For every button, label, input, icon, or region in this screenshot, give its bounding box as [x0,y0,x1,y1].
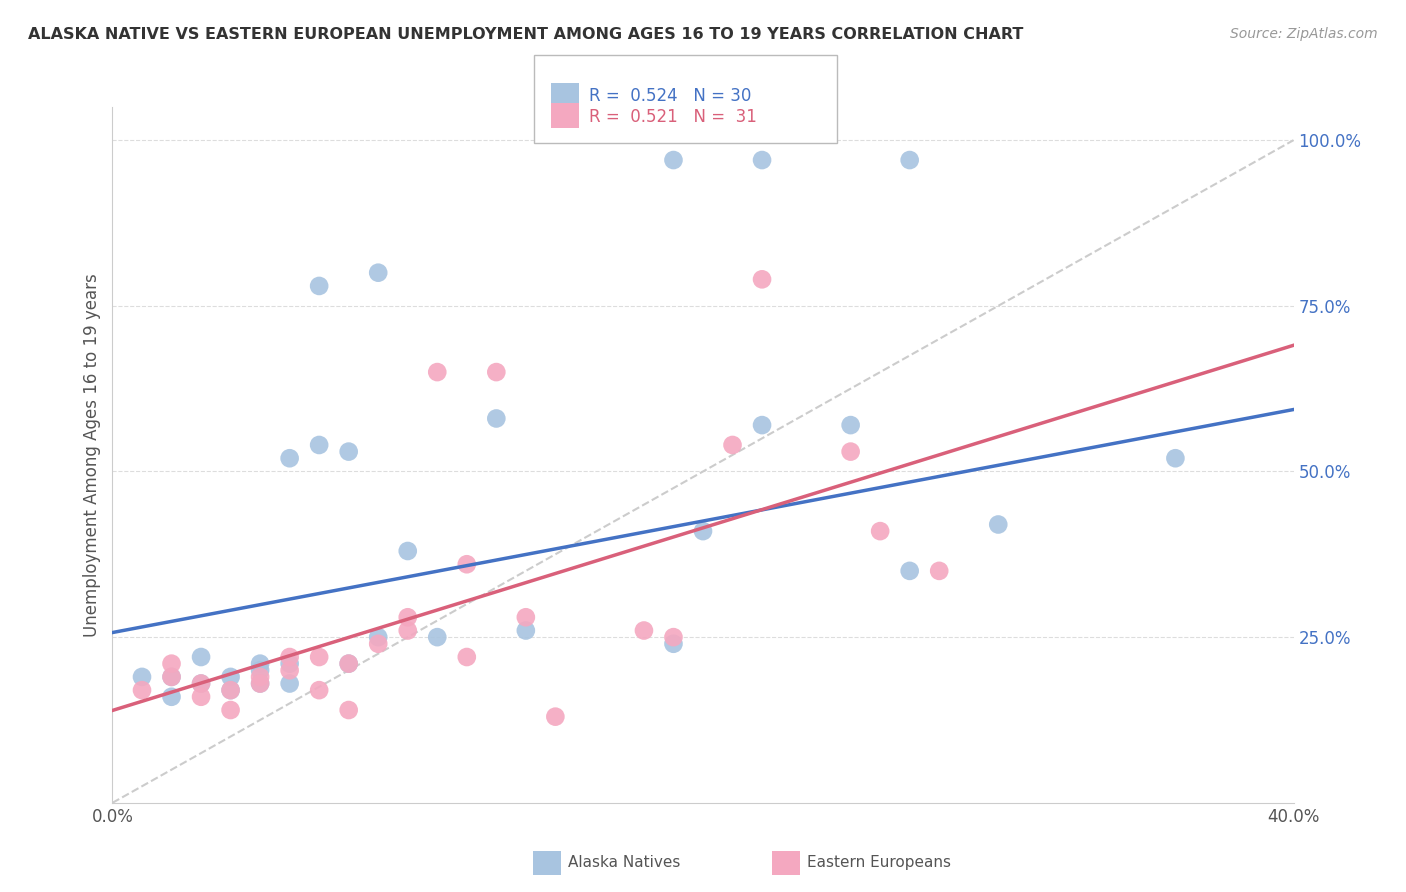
Point [249,663,271,677]
Point [219,703,242,717]
Text: R =  0.521   N =  31: R = 0.521 N = 31 [589,108,756,126]
Point [190,676,212,690]
Point [426,630,449,644]
Point [544,709,567,723]
Point [1164,451,1187,466]
Point [308,650,330,665]
Point [249,676,271,690]
Point [898,564,921,578]
Point [160,690,183,704]
Point [485,411,508,425]
Point [278,650,301,665]
Point [456,650,478,665]
Point [456,558,478,572]
Point [396,624,419,638]
Point [337,657,360,671]
Point [131,683,153,698]
Point [249,676,271,690]
Point [515,624,537,638]
Text: Source: ZipAtlas.com: Source: ZipAtlas.com [1230,27,1378,41]
Text: Eastern Europeans: Eastern Europeans [807,855,950,870]
Point [219,670,242,684]
Point [751,272,773,286]
Point [485,365,508,379]
Point [131,670,153,684]
Point [515,610,537,624]
Point [987,517,1010,532]
Point [898,153,921,167]
Point [367,630,389,644]
Point [721,438,744,452]
Point [249,657,271,671]
Point [662,630,685,644]
Point [367,637,389,651]
Point [839,444,862,458]
Point [662,637,685,651]
Point [160,657,183,671]
Point [633,624,655,638]
Point [426,365,449,379]
Point [308,438,330,452]
Point [337,444,360,458]
Point [249,670,271,684]
Point [396,544,419,558]
Text: ALASKA NATIVE VS EASTERN EUROPEAN UNEMPLOYMENT AMONG AGES 16 TO 19 YEARS CORRELA: ALASKA NATIVE VS EASTERN EUROPEAN UNEMPL… [28,27,1024,42]
Point [869,524,891,538]
Text: R =  0.524   N = 30: R = 0.524 N = 30 [589,87,751,105]
Point [692,524,714,538]
Point [219,683,242,698]
Point [308,683,330,698]
Point [190,650,212,665]
Point [160,670,183,684]
Point [278,663,301,677]
Point [337,703,360,717]
Point [337,657,360,671]
Point [190,690,212,704]
Point [308,279,330,293]
Point [219,683,242,698]
Point [396,610,419,624]
Point [839,418,862,433]
Point [278,676,301,690]
Point [751,418,773,433]
Point [278,657,301,671]
Point [160,670,183,684]
Point [662,153,685,167]
Point [190,676,212,690]
Point [278,451,301,466]
Point [367,266,389,280]
Point [928,564,950,578]
Y-axis label: Unemployment Among Ages 16 to 19 years: Unemployment Among Ages 16 to 19 years [83,273,101,637]
Point [751,153,773,167]
Text: Alaska Natives: Alaska Natives [568,855,681,870]
